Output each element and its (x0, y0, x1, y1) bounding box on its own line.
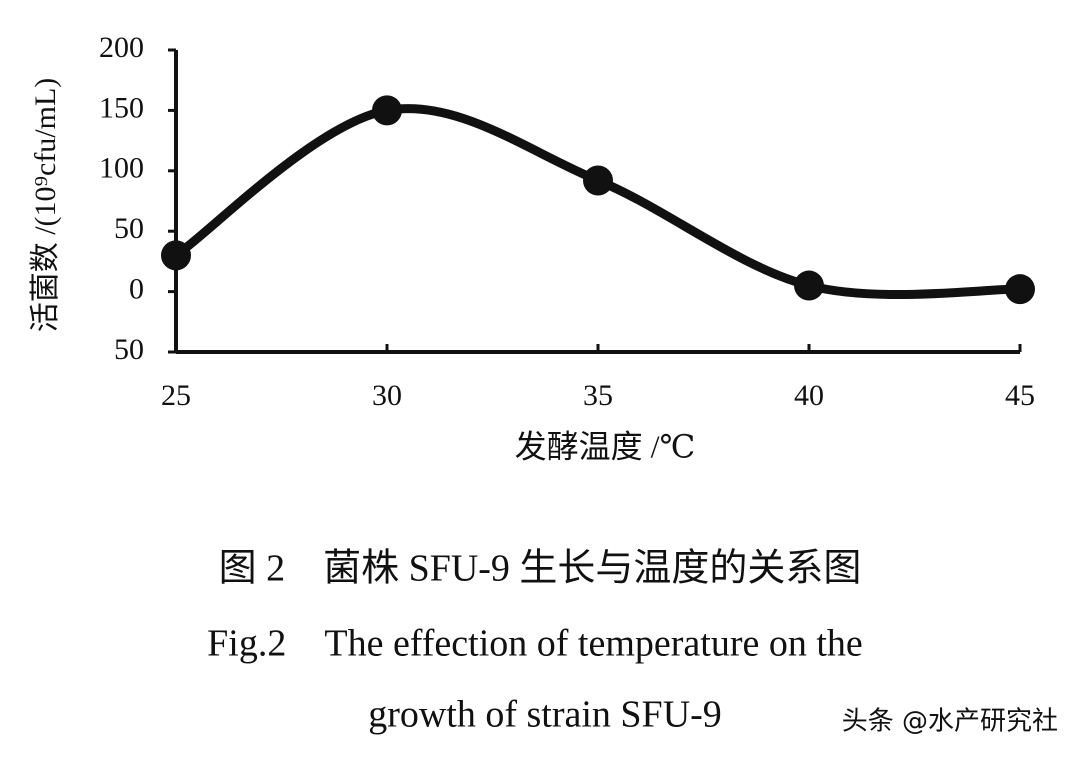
y-tick-label: 150 (99, 91, 144, 124)
data-point (794, 270, 824, 301)
y-tick-label: 100 (99, 152, 144, 185)
y-tick-label: 200 (99, 31, 144, 64)
watermark: 头条 @水产研究社 (842, 707, 1058, 737)
y-tick-label: 50 (114, 333, 144, 366)
y-tick-label: 0 (129, 272, 144, 305)
x-tick-label: 30 (372, 379, 402, 412)
x-tick-label: 35 (583, 379, 613, 412)
data-point (372, 95, 402, 126)
x-tick-label: 40 (794, 379, 824, 412)
y-axis-label: 活菌数 /(10⁹cfu/mL) (29, 78, 62, 333)
data-point (161, 240, 191, 271)
caption-en: Fig.2 The effection of temperature on th… (207, 623, 863, 665)
x-tick-label: 45 (1005, 379, 1035, 412)
data-line (173, 104, 1021, 299)
x-axis-label: 发酵温度 /℃ (515, 428, 696, 464)
caption-en: growth of strain SFU-9 (368, 694, 722, 736)
caption-cn: 图 2 菌株 SFU-9 生长与温度的关系图 (219, 548, 862, 590)
data-point (1005, 274, 1035, 305)
data-point (583, 165, 613, 196)
x-tick-label: 25 (161, 379, 191, 412)
y-tick-label: 50 (114, 212, 144, 245)
